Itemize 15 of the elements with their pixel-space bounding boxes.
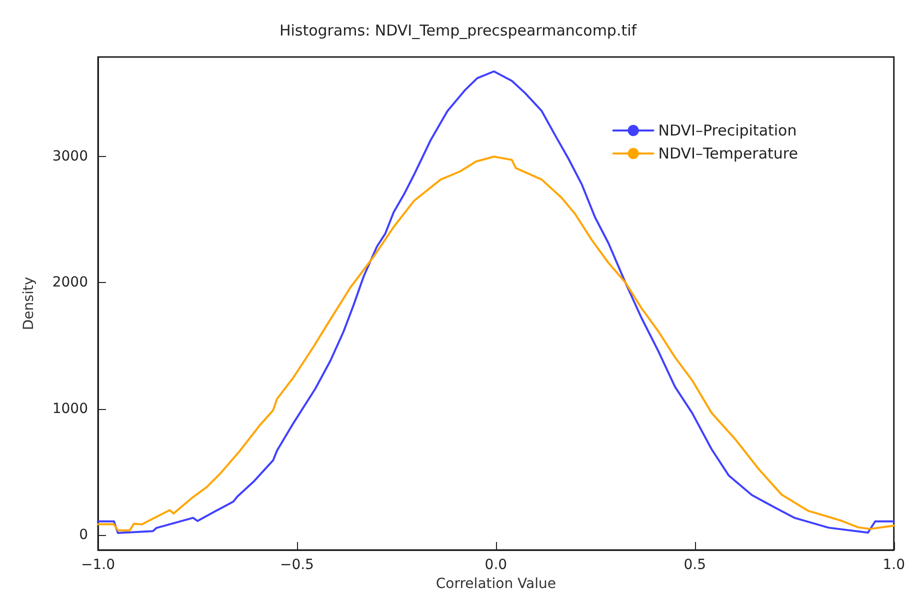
chart-title: Histograms: NDVI_Temp_precspearmancomp.tif [279,22,638,40]
legend-label: NDVI–Temperature [658,144,798,162]
y-tick-label: 1000 [52,400,88,417]
line-series [97,70,895,534]
x-tick-label: −0.5 [280,557,314,573]
x-tick-label: 0.0 [484,557,508,573]
x-axis-title: Correlation Value [436,576,556,592]
y-tick-label: 0 [79,526,88,543]
y-tick-label: 3000 [52,148,88,165]
x-tick-label: −1.0 [81,557,115,573]
y-tick-label: 2000 [52,274,88,291]
legend-label: NDVI–Precipitation [658,122,797,140]
y-axis-title: Density [21,276,37,330]
x-tick-label: 1.0 [882,557,905,573]
x-tick-label: 0.5 [684,557,706,573]
